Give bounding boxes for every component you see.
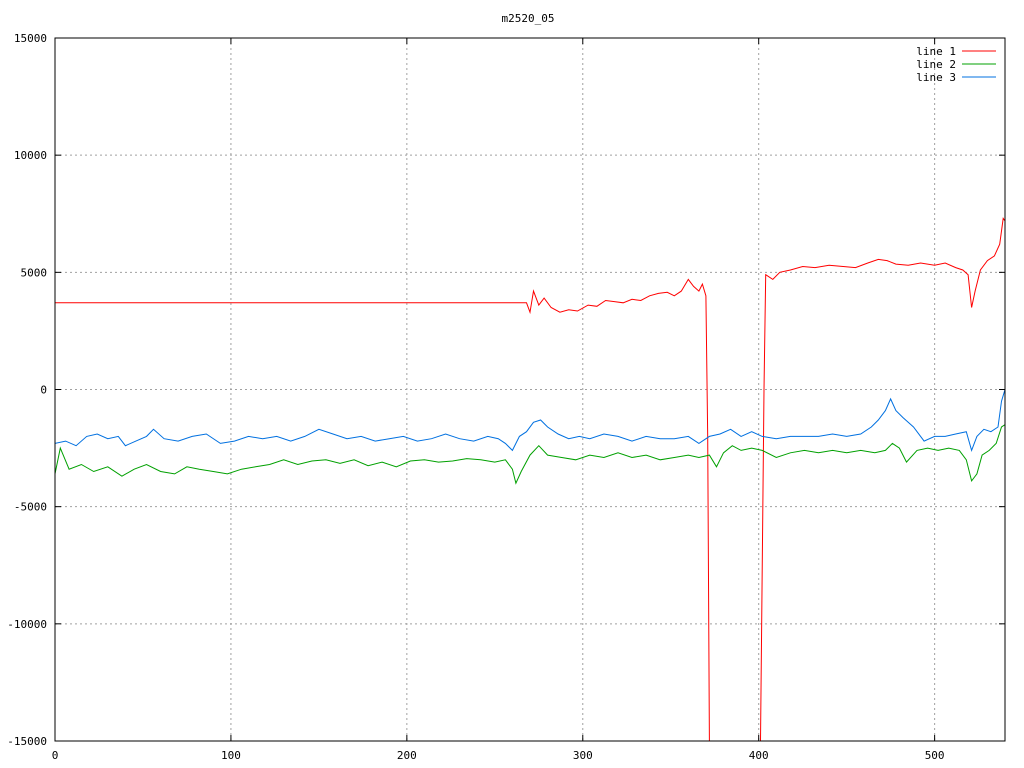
x-tick-label: 0	[52, 749, 59, 762]
y-tick-label: 5000	[21, 266, 48, 279]
x-tick-label: 500	[925, 749, 945, 762]
series-line-3	[55, 389, 1005, 452]
legend-label-3: line 3	[916, 71, 956, 84]
x-tick-label: 100	[221, 749, 241, 762]
series-lines	[55, 217, 1005, 741]
grid-lines	[55, 38, 1005, 741]
y-tick-label: 15000	[14, 32, 47, 45]
legend-label-2: line 2	[916, 58, 956, 71]
y-tick-label: 10000	[14, 149, 47, 162]
y-tick-label: 0	[40, 384, 47, 397]
y-tick-label: -10000	[7, 618, 47, 631]
x-tick-label: 200	[397, 749, 417, 762]
x-tick-label: 400	[749, 749, 769, 762]
series-line-2	[55, 424, 1005, 485]
chart-title: m2520_05	[502, 12, 555, 25]
axes: -15000 -10000 -5000 0 5000 10000 15000 0 100 200 3…	[7, 32, 1005, 762]
legend-label-1: line 1	[916, 45, 956, 58]
y-tick-label: -15000	[7, 735, 47, 748]
x-tick-label: 300	[573, 749, 593, 762]
series-line-1	[55, 217, 1005, 741]
y-tick-label: -5000	[14, 501, 47, 514]
